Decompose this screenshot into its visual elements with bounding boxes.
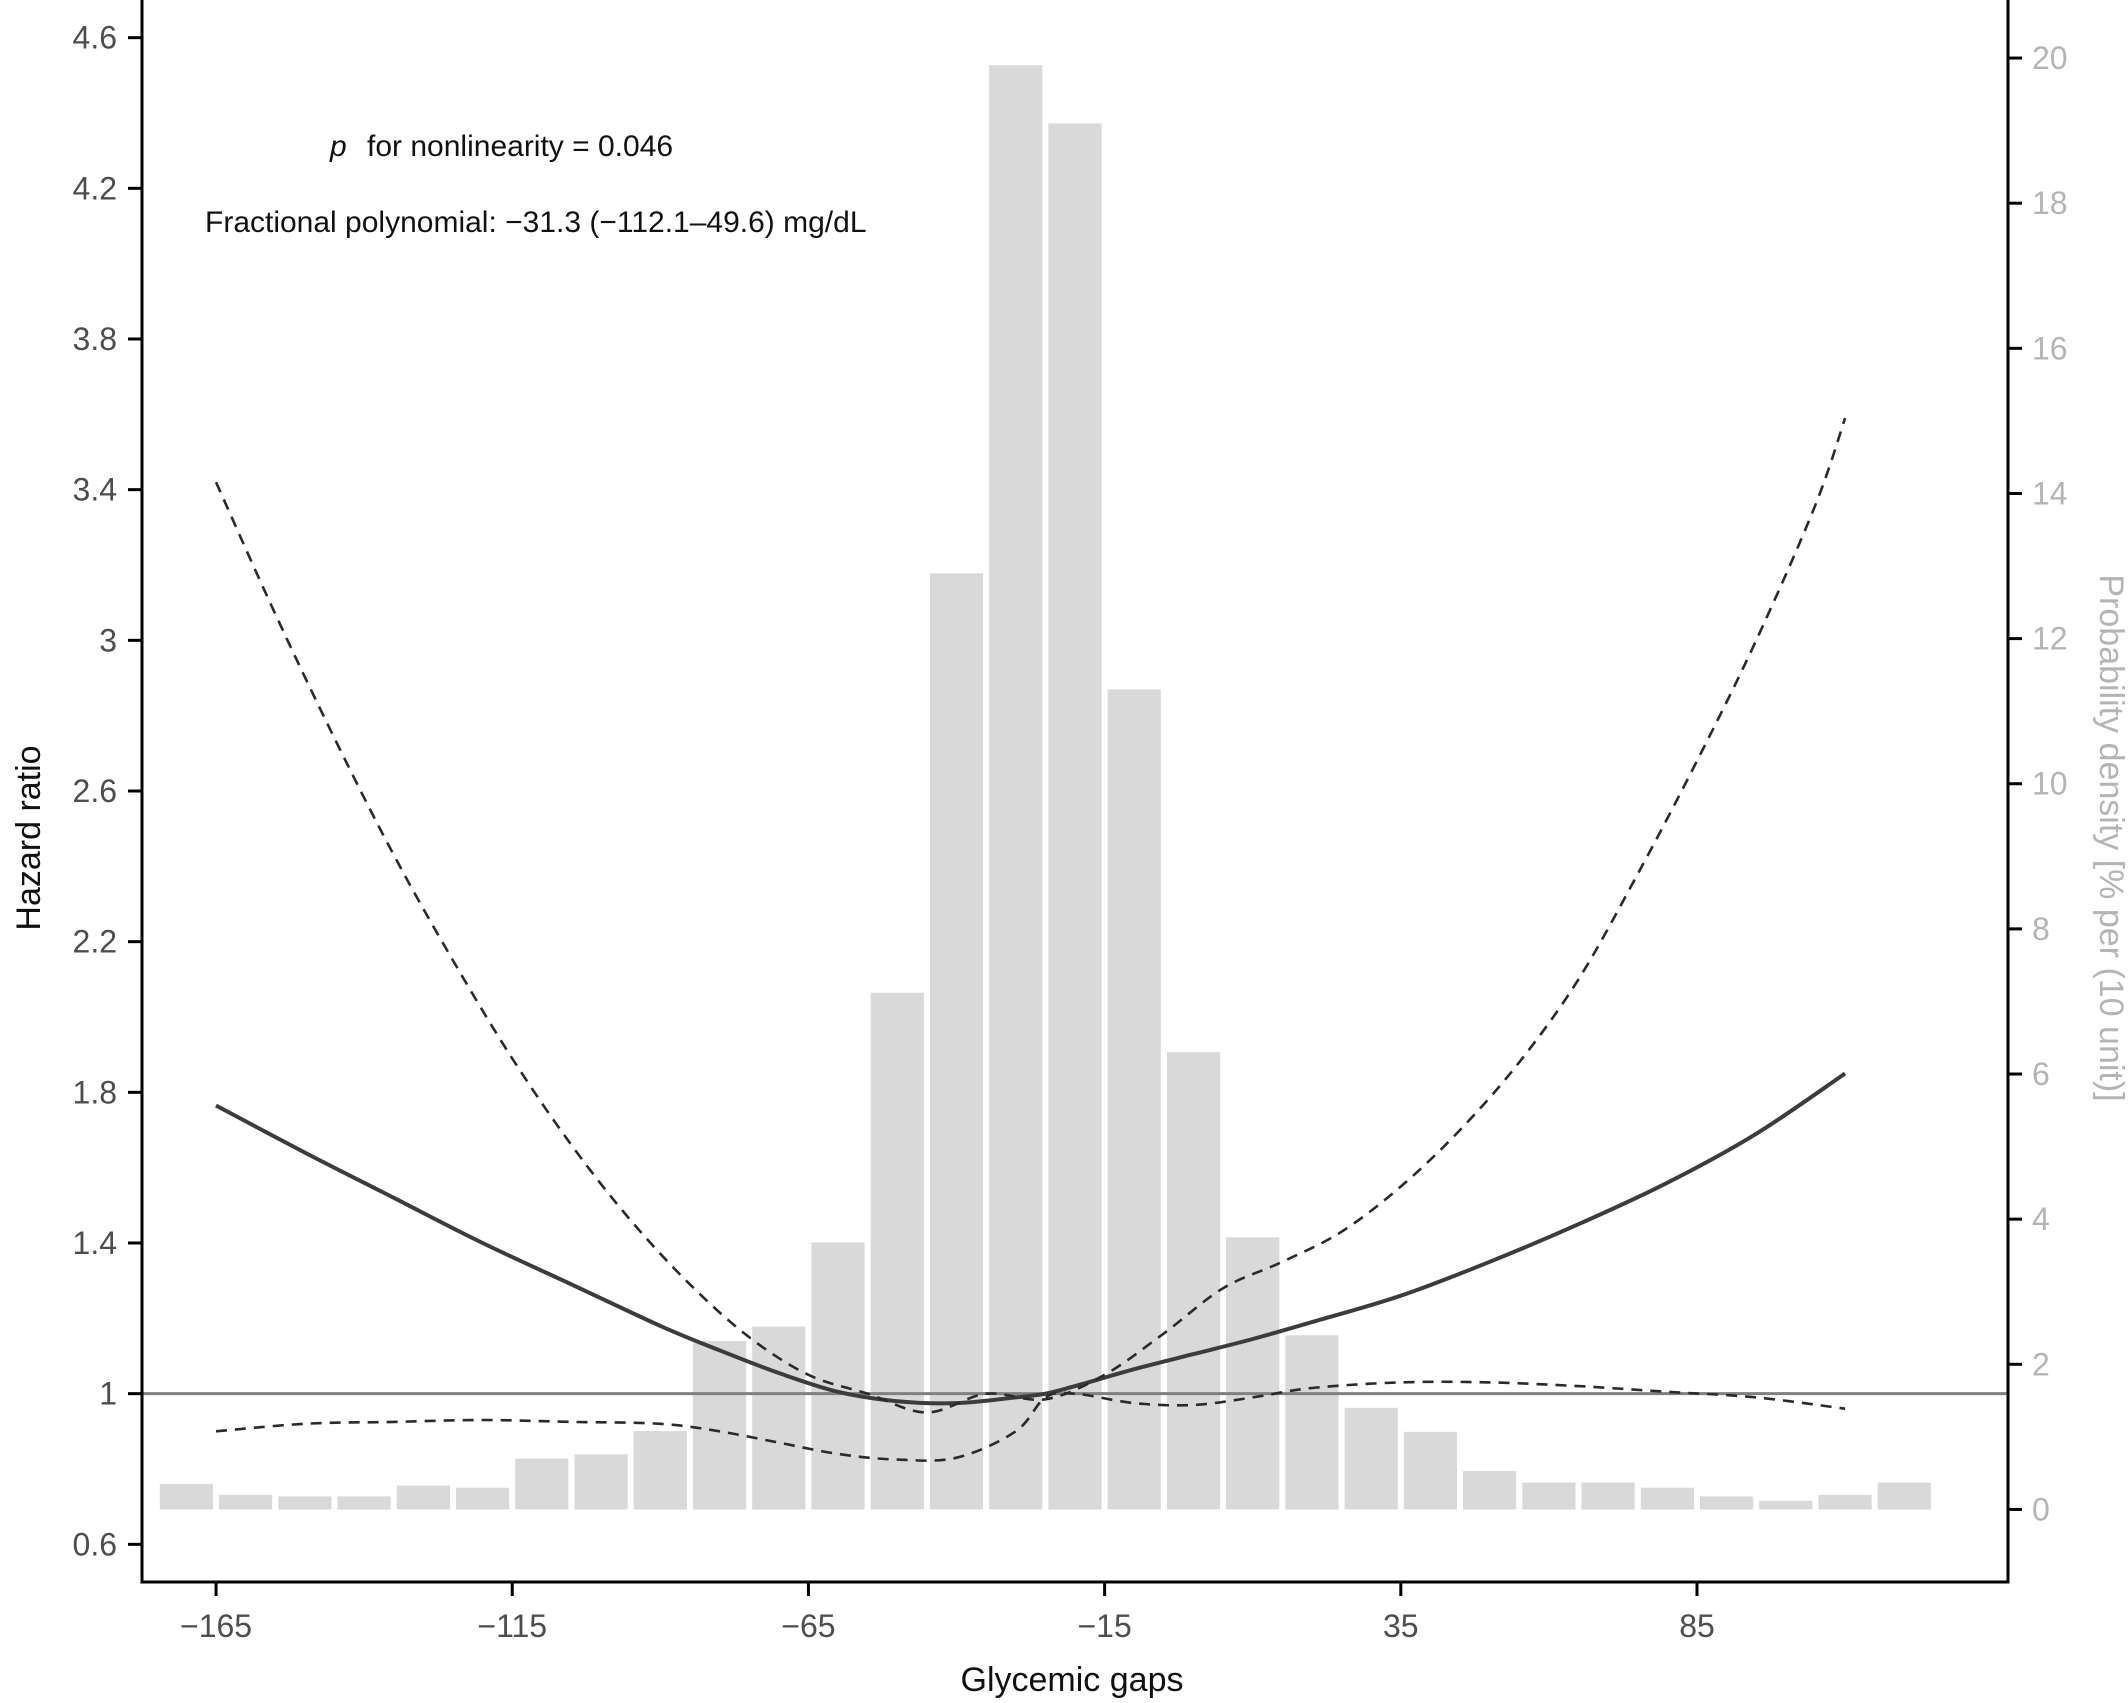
histogram-bar (633, 1431, 687, 1510)
y-axis-right-label: Probability density [% per (10 unit)] (2092, 574, 2128, 1101)
tick-labels: −165 −115 −65 −15 35 85 0.6 1 1.4 1.8 2.2 2.6 3 3.4 3.… (73, 20, 2068, 1644)
histogram-bar (870, 992, 924, 1510)
y-right-tick-label: 0 (2032, 1491, 2050, 1527)
histogram-bar (1285, 1335, 1339, 1510)
x-tick-label: 35 (1383, 1608, 1419, 1644)
y-right-tick-label: 10 (2032, 766, 2068, 802)
y-left-tick-label: 3.4 (73, 472, 117, 508)
histogram-bar (752, 1326, 806, 1510)
y-left-tick-label: 2.6 (73, 773, 117, 809)
y-right-tick-label: 20 (2032, 40, 2068, 76)
y-left-tick-label: 4.6 (73, 20, 117, 56)
histogram-bar (515, 1458, 569, 1510)
histogram-bar (574, 1454, 628, 1510)
y-right-tick-label: 12 (2032, 621, 2068, 657)
histogram-bar (396, 1485, 450, 1510)
histogram-bar (1226, 1237, 1280, 1510)
y-left-tick-label: 2.2 (73, 924, 117, 960)
y-right-tick-label: 16 (2032, 330, 2068, 366)
y-left-tick-label: 4.2 (73, 170, 117, 206)
histogram-bar (811, 1242, 865, 1510)
histogram-bar (337, 1496, 391, 1510)
y-axis-left-label: Hazard ratio (10, 745, 48, 930)
x-axis-label: Glycemic gaps (961, 1661, 1184, 1699)
y-left-tick-label: 3 (99, 622, 117, 658)
histogram-bar (989, 65, 1043, 1510)
histogram-bar (1877, 1482, 1931, 1510)
histogram-bar (1640, 1487, 1694, 1510)
histogram-bar (1107, 689, 1161, 1510)
y-right-tick-label: 2 (2032, 1346, 2050, 1382)
annotation-p-rest: for nonlinearity = 0.046 (367, 130, 673, 163)
histogram-bar (1166, 1052, 1221, 1510)
annotation-fractional-polynomial: Fractional polynomial: −31.3 (−112.1–49.… (205, 206, 867, 239)
histogram-bar (159, 1484, 213, 1510)
upper-ci-curve (214, 417, 1847, 1414)
histogram-bar (456, 1487, 510, 1510)
y-right-tick-label: 14 (2032, 475, 2068, 511)
x-tick-label: −165 (180, 1608, 252, 1644)
y-left-tick-label: 1.8 (73, 1074, 117, 1110)
y-left-tick-label: 1 (99, 1376, 117, 1412)
y-right-tick-label: 6 (2032, 1056, 2050, 1092)
histogram-bar (693, 1341, 747, 1510)
histogram-bar (278, 1496, 332, 1510)
histogram-bar (1700, 1496, 1754, 1510)
histogram-bar (1463, 1471, 1517, 1510)
histogram-bar (1818, 1494, 1872, 1510)
lower-ci-curve (215, 1380, 1846, 1462)
y-left-tick-label: 3.8 (73, 321, 117, 357)
histogram-bar (219, 1494, 273, 1510)
histogram-bar (1048, 123, 1102, 1510)
y-right-tick-label: 4 (2032, 1201, 2050, 1237)
x-tick-label: −115 (477, 1608, 547, 1644)
annotation-p-value: p for nonlinearity = 0.046 (329, 130, 673, 163)
histogram-bar (929, 573, 984, 1510)
spline-curves (214, 417, 1847, 1462)
y-left-tick-label: 0.6 (73, 1526, 117, 1562)
axes (128, 0, 2022, 1596)
x-tick-label: −65 (781, 1608, 835, 1644)
histogram-bar (1759, 1500, 1813, 1510)
y-right-tick-label: 18 (2032, 185, 2068, 221)
histogram-bars (159, 65, 1931, 1510)
histogram-bar (1581, 1482, 1635, 1510)
histogram-bar (1522, 1482, 1576, 1510)
x-tick-label: 85 (1679, 1608, 1715, 1644)
x-tick-label: −15 (1077, 1608, 1131, 1644)
y-right-tick-label: 8 (2032, 911, 2050, 947)
histogram-bar (1344, 1407, 1398, 1510)
histogram-bar (1403, 1431, 1457, 1510)
annotation-p-italic: p (329, 130, 347, 163)
hazard-ratio-curve (215, 1071, 1847, 1406)
y-left-tick-label: 1.4 (73, 1225, 117, 1261)
